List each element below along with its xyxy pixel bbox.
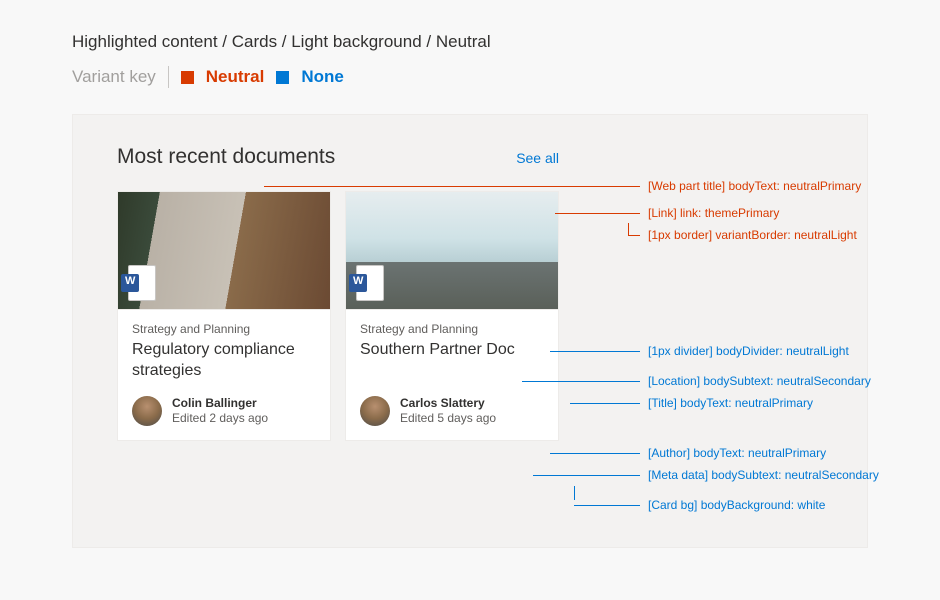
web-part-title: Most recent documents	[117, 145, 335, 169]
card-meta: Edited 5 days ago	[400, 411, 496, 426]
author-block: Colin Ballinger Edited 2 days ago	[172, 396, 268, 426]
variant-none-label: None	[301, 67, 344, 87]
document-card[interactable]: Strategy and Planning Regulatory complia…	[117, 191, 331, 441]
annotation-author: [Author] bodyText: neutralPrimary	[550, 446, 826, 460]
annotation-link: [Link] link: themePrimary	[555, 206, 779, 220]
see-all-link[interactable]: See all	[516, 150, 559, 166]
card-meta: Edited 2 days ago	[172, 411, 268, 426]
avatar	[360, 396, 390, 426]
card-author: Carlos Slattery	[400, 396, 496, 411]
annotation-border: [1px border] variantBorder: neutralLight	[628, 228, 857, 242]
word-file-icon	[356, 265, 384, 301]
none-swatch	[276, 71, 289, 84]
annotation-title: [Title] bodyText: neutralPrimary	[570, 396, 813, 410]
panel-header: Most recent documents See all	[117, 145, 559, 169]
card-author: Colin Ballinger	[172, 396, 268, 411]
card-title: Regulatory compliance strategies	[132, 340, 316, 382]
card-thumbnail	[346, 192, 558, 310]
annotation-webpart-title: [Web part title] bodyText: neutralPrimar…	[264, 179, 861, 193]
variant-key-label: Variant key	[72, 67, 156, 87]
card-footer: Colin Ballinger Edited 2 days ago	[118, 396, 330, 440]
annotation-metadata: [Meta data] bodySubtext: neutralSecondar…	[533, 468, 879, 482]
word-file-icon	[128, 265, 156, 301]
card-title: Southern Partner Doc	[360, 340, 544, 382]
card-location: Strategy and Planning	[360, 322, 544, 336]
header-area: Highlighted content / Cards / Light back…	[0, 0, 940, 88]
card-location: Strategy and Planning	[132, 322, 316, 336]
variant-neutral-label: Neutral	[206, 67, 265, 87]
author-block: Carlos Slattery Edited 5 days ago	[400, 396, 496, 426]
divider	[168, 66, 169, 88]
card-thumbnail	[118, 192, 330, 310]
document-card[interactable]: Strategy and Planning Southern Partner D…	[345, 191, 559, 441]
card-body: Strategy and Planning Regulatory complia…	[118, 310, 330, 396]
variant-key-row: Variant key Neutral None	[72, 66, 868, 88]
annotation-location: [Location] bodySubtext: neutralSecondary	[522, 374, 871, 388]
avatar	[132, 396, 162, 426]
neutral-swatch	[181, 71, 194, 84]
annotation-cardbg: [Card bg] bodyBackground: white	[574, 498, 825, 512]
card-footer: Carlos Slattery Edited 5 days ago	[346, 396, 558, 440]
annotation-divider: [1px divider] bodyDivider: neutralLight	[550, 344, 849, 358]
breadcrumb: Highlighted content / Cards / Light back…	[72, 32, 868, 52]
